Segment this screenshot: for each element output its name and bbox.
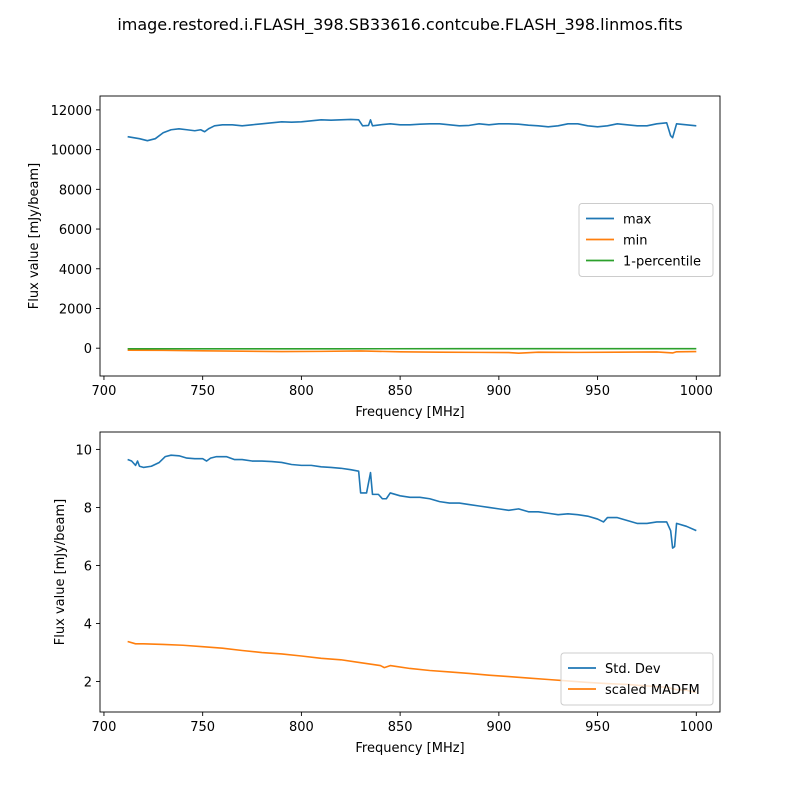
top-x-axis-label: Frequency [MHz] [355, 405, 464, 420]
top-x-tick-label: 700 [92, 384, 117, 399]
top-legend-label: max [623, 213, 652, 228]
bottom-y-tick-label: 8 [84, 501, 92, 516]
top-x-tick-label: 950 [585, 384, 610, 399]
top-x-tick-label: 1000 [680, 384, 713, 399]
top-x-tick-label: 850 [388, 384, 413, 399]
bottom-y-tick-label: 2 [84, 676, 92, 691]
top-legend-label: 1-percentile [623, 255, 701, 270]
top-series-max-line [127, 118, 697, 142]
top-axes: Frequency [MHz] Flux value [mJy/beam] 70… [27, 95, 721, 420]
top-y-tick-label: 12000 [51, 104, 92, 119]
figure-title: image.restored.i.FLASH_398.SB33616.contc… [117, 15, 682, 35]
top-y-tick-label: 4000 [59, 263, 92, 278]
bottom-y-tick-label: 4 [84, 618, 92, 633]
top-x-tick-label: 900 [486, 384, 511, 399]
bottom-x-tick-label: 700 [92, 720, 117, 735]
top-y-tick-label: 8000 [59, 183, 92, 198]
bottom-x-tick-label: 900 [486, 720, 511, 735]
top-legend-label: min [623, 234, 648, 249]
top-y-tick-label: 10000 [51, 144, 92, 159]
bottom-y-tick-label: 10 [75, 443, 92, 458]
top-y-tick-label: 0 [84, 342, 92, 357]
top-legend-box [578, 203, 714, 277]
top-y-tick-label: 2000 [59, 302, 92, 317]
bottom-x-tick-label: 750 [190, 720, 215, 735]
bottom-legend-box [560, 652, 714, 706]
bottom-axes-frame [99, 431, 721, 713]
bottom-x-axis-label: Frequency [MHz] [355, 741, 464, 756]
top-axes-frame [99, 95, 721, 377]
top-x-tick-label: 800 [289, 384, 314, 399]
bottom-x-tick-label: 1000 [680, 720, 713, 735]
top-y-axis-label: Flux value [mJy/beam] [27, 163, 42, 309]
top-series-min-line [127, 349, 697, 354]
top-x-tick-label: 750 [190, 384, 215, 399]
bottom-legend-label: Std. Dev [605, 662, 661, 677]
bottom-x-tick-label: 850 [388, 720, 413, 735]
bottom-legend-label: scaled MADFM [605, 683, 700, 698]
bottom-x-tick-label: 800 [289, 720, 314, 735]
bottom-y-axis-label: Flux value [mJy/beam] [53, 499, 68, 645]
bottom-axes: Frequency [MHz] Flux value [mJy/beam] 70… [53, 431, 721, 756]
bottom-series-std-dev-line [127, 454, 697, 549]
bottom-y-tick-label: 6 [84, 559, 92, 574]
top-y-tick-label: 6000 [59, 223, 92, 238]
bottom-x-tick-label: 950 [585, 720, 610, 735]
